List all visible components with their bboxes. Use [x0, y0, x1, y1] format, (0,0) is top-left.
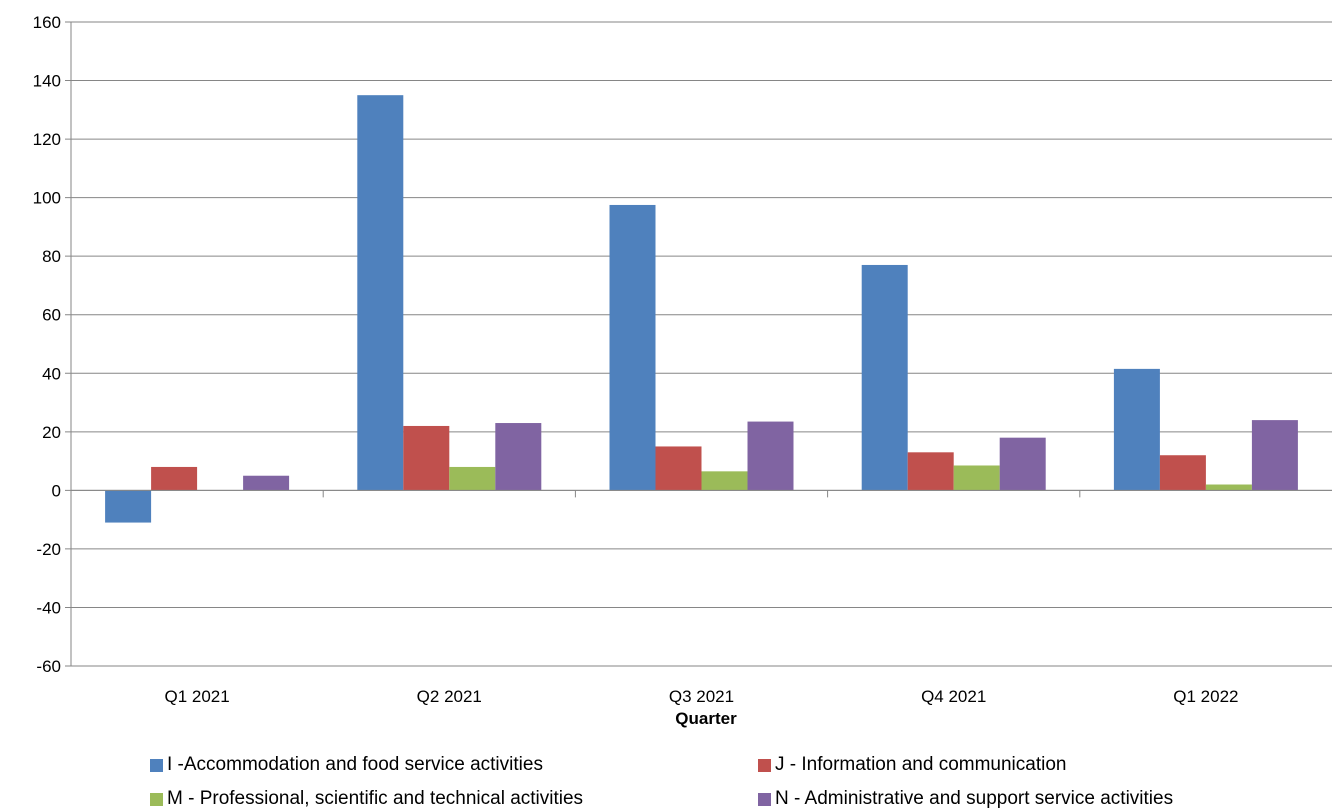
- y-tick-labels: -60 -40 -20 0 20 40 60 80 100 120 140 160: [33, 13, 61, 676]
- bar-series-1-q1-2021: [105, 490, 152, 523]
- bar-series-2-q1-2022: [1159, 455, 1206, 491]
- bar-series-2-q1-2021: [151, 466, 198, 491]
- x-tick-label: Q1 2022: [1173, 687, 1238, 706]
- bar-series-3-q4-2021: [953, 465, 1000, 491]
- bar-series-2-q2-2021: [403, 425, 450, 491]
- legend-swatch-series-4: [758, 792, 771, 806]
- y-tick-label: -20: [36, 540, 61, 559]
- legend-label-series-1: I -Accommodation and food service activi…: [167, 754, 543, 775]
- bar-series-1-q4-2021: [861, 264, 908, 491]
- bar-series-3-q2-2021: [449, 466, 496, 491]
- bar-series-4-q3-2021: [747, 421, 794, 491]
- bar-series-4-q1-2022: [1251, 420, 1298, 491]
- bar-series-3-q3-2021: [701, 471, 748, 491]
- bar-series-1-q3-2021: [609, 204, 656, 491]
- legend-item-series-4: N - Administrative and support service a…: [758, 788, 1173, 810]
- gridlines: [65, 21, 1332, 667]
- y-tick-label: 160: [33, 13, 61, 32]
- y-tick-label: 120: [33, 130, 61, 149]
- legend-label-series-2: J - Information and communication: [775, 754, 1067, 775]
- x-axis-title: Quarter: [675, 709, 737, 728]
- y-tick-label: 80: [42, 247, 61, 266]
- x-tick-label: Q1 2021: [164, 687, 229, 706]
- y-tick-label: -60: [36, 657, 61, 676]
- x-tick-label: Q2 2021: [417, 687, 482, 706]
- legend-item-series-3: M - Professional, scientific and technic…: [150, 788, 583, 810]
- axes: [70, 22, 1332, 666]
- bar-chart: -60 -40 -20 0 20 40 60 80 100 120 140 160 Q1 2021 Q2…: [33, 13, 1332, 728]
- y-tick-label: 60: [42, 306, 61, 325]
- bar-series-4-q4-2021: [999, 437, 1046, 491]
- legend-item-series-2: J - Information and communication: [758, 754, 1066, 776]
- y-tick-label: -40: [36, 598, 61, 617]
- legend-label-series-3: M - Professional, scientific and technic…: [167, 788, 584, 809]
- bar-series-1-q1-2022: [1113, 368, 1160, 491]
- x-tick-label: Q3 2021: [669, 687, 734, 706]
- x-tick-labels: Q1 2021 Q2 2021 Q3 2021 Q4 2021 Q1 2022: [164, 687, 1238, 706]
- y-tick-label: 100: [33, 189, 61, 208]
- bar-series-3-q1-2022: [1205, 484, 1252, 491]
- bar-series-2-q3-2021: [655, 446, 702, 491]
- x-tick-label: Q4 2021: [921, 687, 986, 706]
- legend-label-series-4: N - Administrative and support service a…: [775, 788, 1174, 809]
- bars: [105, 95, 1298, 523]
- bar-series-1-q2-2021: [357, 95, 404, 491]
- bar-series-4-q1-2021: [243, 475, 290, 491]
- legend-swatch-series-1: [150, 758, 163, 772]
- y-tick-label: 0: [52, 481, 61, 500]
- y-tick-label: 20: [42, 423, 61, 442]
- legend-swatch-series-2: [758, 758, 771, 772]
- bar-series-4-q2-2021: [495, 423, 542, 491]
- bar-series-2-q4-2021: [907, 452, 954, 491]
- y-tick-label: 140: [33, 72, 61, 91]
- legend-item-series-1: I -Accommodation and food service activi…: [150, 754, 543, 776]
- y-tick-label: 40: [42, 364, 61, 383]
- legend-swatch-series-3: [150, 792, 163, 806]
